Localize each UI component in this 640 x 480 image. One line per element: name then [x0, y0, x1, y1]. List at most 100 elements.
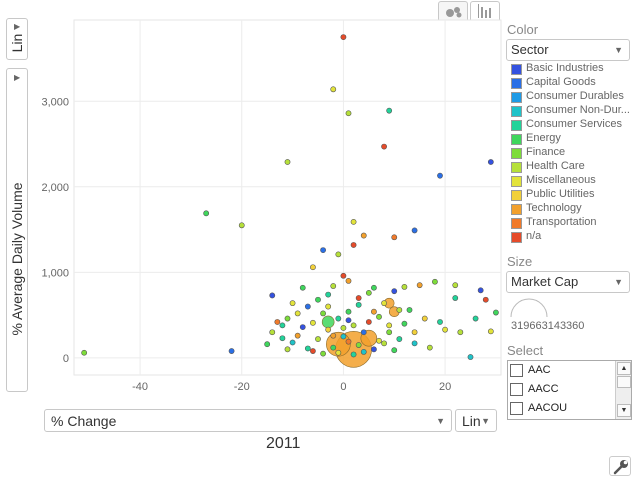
data-point[interactable] — [411, 329, 418, 336]
data-point[interactable] — [391, 234, 398, 241]
data-point[interactable] — [330, 344, 337, 351]
list-scrollbar[interactable]: ▲ ▼ — [615, 361, 631, 419]
data-point[interactable] — [315, 296, 321, 303]
data-point[interactable] — [365, 289, 372, 296]
data-point[interactable] — [376, 337, 382, 344]
data-point[interactable] — [360, 349, 367, 355]
data-point[interactable] — [203, 210, 210, 217]
data-point[interactable] — [452, 295, 459, 301]
tab-bar-chart[interactable] — [470, 1, 500, 20]
data-point[interactable] — [340, 333, 347, 340]
data-point[interactable] — [81, 349, 88, 356]
data-point[interactable] — [345, 110, 352, 117]
data-point[interactable] — [360, 232, 367, 239]
data-point[interactable] — [315, 336, 321, 342]
data-point[interactable] — [340, 325, 347, 331]
data-point[interactable] — [355, 295, 362, 301]
data-point[interactable] — [345, 308, 352, 315]
checkbox[interactable] — [510, 383, 523, 396]
data-point[interactable] — [391, 347, 398, 354]
checkbox[interactable] — [510, 364, 523, 377]
data-point[interactable] — [330, 86, 337, 93]
checkbox[interactable] — [510, 402, 523, 415]
data-point[interactable] — [289, 300, 296, 307]
data-point[interactable] — [330, 283, 337, 289]
data-point[interactable] — [345, 278, 352, 284]
data-point[interactable] — [457, 329, 464, 336]
data-point[interactable] — [264, 341, 271, 348]
data-point[interactable] — [325, 326, 332, 333]
x-scale-selector[interactable]: Lin ▼ — [455, 409, 497, 432]
data-point[interactable] — [299, 324, 306, 330]
data-point[interactable] — [345, 338, 352, 345]
data-point[interactable] — [294, 310, 301, 317]
data-point[interactable] — [381, 340, 387, 347]
data-point[interactable] — [330, 332, 337, 339]
data-point[interactable] — [493, 309, 499, 316]
data-point[interactable] — [401, 283, 408, 290]
data-point[interactable] — [411, 227, 418, 234]
data-point[interactable] — [396, 336, 403, 342]
data-point[interactable] — [487, 328, 494, 335]
data-point[interactable] — [325, 303, 332, 310]
data-point[interactable] — [437, 319, 443, 325]
data-point[interactable] — [401, 320, 408, 327]
data-point[interactable] — [304, 303, 311, 310]
data-point[interactable] — [487, 159, 494, 165]
data-point[interactable] — [371, 284, 377, 291]
data-point[interactable] — [310, 264, 316, 271]
data-point[interactable] — [386, 322, 393, 329]
data-point[interactable] — [269, 292, 276, 299]
data-point[interactable] — [335, 251, 342, 258]
tab-bubble-chart[interactable] — [438, 1, 468, 20]
data-point[interactable] — [310, 319, 316, 326]
data-point[interactable] — [371, 308, 377, 315]
data-point[interactable] — [432, 278, 438, 285]
data-point[interactable] — [325, 291, 332, 298]
data-point[interactable] — [335, 349, 342, 356]
data-point[interactable] — [381, 143, 387, 150]
settings-button[interactable] — [609, 456, 631, 476]
data-point[interactable] — [477, 287, 484, 294]
data-point[interactable] — [269, 329, 276, 336]
data-point[interactable] — [294, 332, 301, 339]
data-point[interactable] — [355, 301, 362, 308]
data-point[interactable] — [416, 282, 423, 289]
data-point[interactable] — [371, 346, 377, 353]
data-point[interactable] — [376, 313, 382, 320]
select-list[interactable]: AAC AACC AACOU ▲ ▼ — [507, 360, 632, 420]
data-point[interactable] — [284, 159, 291, 165]
data-point[interactable] — [228, 348, 235, 354]
data-point[interactable] — [279, 322, 286, 329]
data-point[interactable] — [355, 342, 362, 348]
data-point[interactable] — [360, 329, 367, 336]
data-point[interactable] — [442, 326, 448, 333]
data-point[interactable] — [452, 282, 459, 289]
data-point[interactable] — [340, 34, 347, 41]
data-point[interactable] — [350, 322, 357, 329]
data-point[interactable] — [426, 344, 433, 351]
data-point[interactable] — [381, 300, 387, 307]
size-selector[interactable]: Market Cap ▼ — [506, 271, 630, 293]
data-point[interactable] — [386, 107, 393, 114]
scroll-thumb[interactable] — [617, 376, 631, 388]
data-point[interactable] — [467, 354, 474, 360]
data-point[interactable] — [411, 340, 418, 347]
data-point[interactable] — [482, 296, 489, 303]
data-point[interactable] — [365, 319, 372, 325]
data-point[interactable] — [406, 307, 413, 313]
y-scale-selector[interactable]: ▶ Lin — [6, 18, 28, 60]
data-point[interactable] — [396, 307, 403, 313]
data-bubble[interactable] — [321, 315, 335, 329]
data-point[interactable] — [472, 315, 479, 322]
data-point[interactable] — [340, 272, 347, 279]
data-point[interactable] — [320, 350, 326, 357]
data-point[interactable] — [274, 319, 281, 325]
data-point[interactable] — [238, 222, 245, 229]
data-point[interactable] — [284, 346, 291, 353]
data-point[interactable] — [320, 310, 326, 317]
data-point[interactable] — [289, 339, 296, 346]
color-selector[interactable]: Sector ▼ — [506, 39, 630, 61]
data-point[interactable] — [386, 329, 393, 336]
